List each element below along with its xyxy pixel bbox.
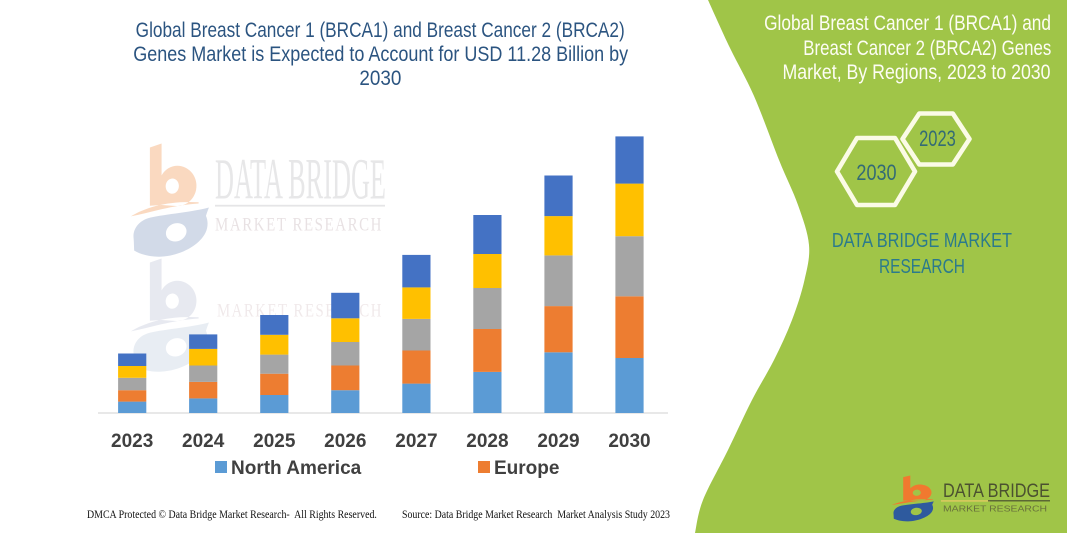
svg-text:DATA BRIDGE: DATA BRIDGE [215,147,386,212]
svg-text:MARKET RESEARCH: MARKET RESEARCH [943,505,1047,514]
svg-text:MARKET RESEARCH: MARKET RESEARCH [215,214,383,235]
svg-text:DATA BRIDGE: DATA BRIDGE [943,480,1050,502]
